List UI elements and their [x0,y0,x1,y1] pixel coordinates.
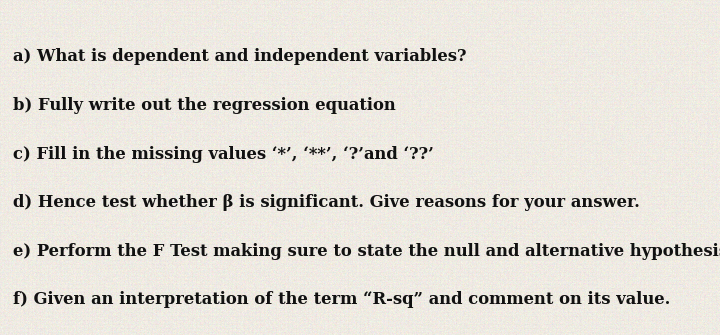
Text: a) What is dependent and independent variables?: a) What is dependent and independent var… [13,49,467,65]
Text: d) Hence test whether β is significant. Give reasons for your answer.: d) Hence test whether β is significant. … [13,194,640,211]
Text: c) Fill in the missing values ‘*’, ‘**’, ‘?’and ‘??’: c) Fill in the missing values ‘*’, ‘**’,… [13,146,434,162]
Text: e) Perform the F Test making sure to state the null and alternative hypothesis.: e) Perform the F Test making sure to sta… [13,243,720,260]
Text: f) Given an interpretation of the term “R-sq” and comment on its value.: f) Given an interpretation of the term “… [13,291,670,308]
Text: b) Fully write out the regression equation: b) Fully write out the regression equati… [13,97,396,114]
